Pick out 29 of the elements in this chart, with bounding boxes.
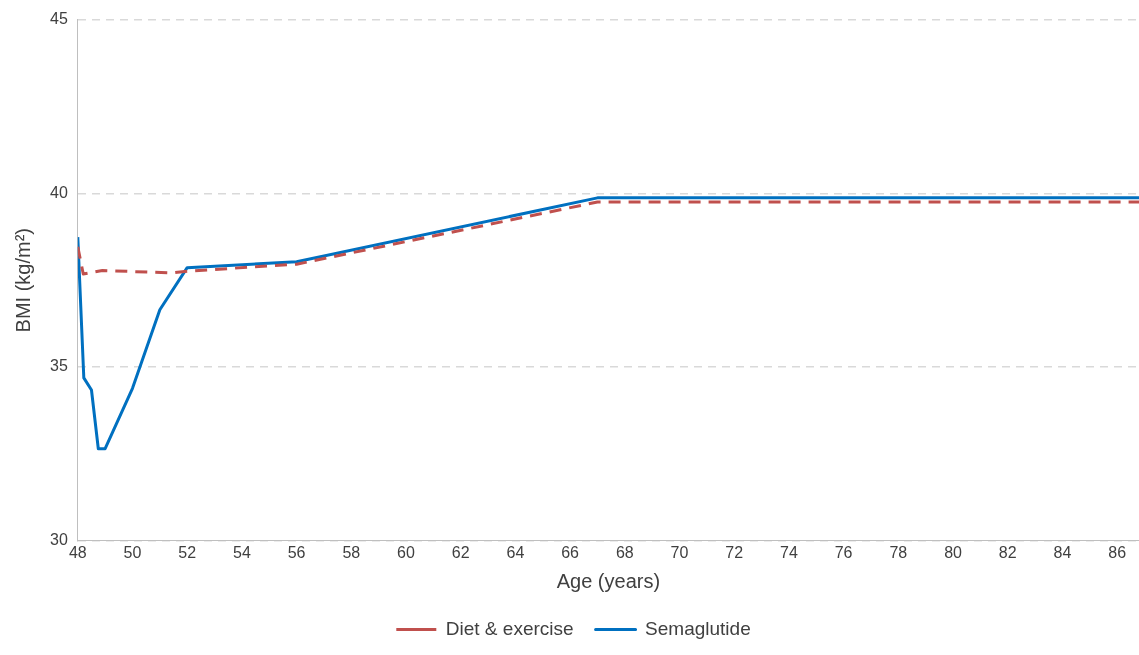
x-tick-label: 66 — [561, 543, 580, 561]
x-tick-label: 78 — [889, 543, 908, 561]
x-tick-label: 84 — [1053, 543, 1072, 561]
y-tick-label: 40 — [50, 183, 68, 201]
x-tick-label: 86 — [1108, 543, 1127, 561]
x-tick-label: 74 — [780, 543, 798, 561]
x-tick-label: 60 — [397, 543, 415, 561]
x-tick-label: 72 — [725, 543, 744, 561]
y-tick-label: 35 — [50, 357, 68, 375]
x-tick-label: 56 — [287, 543, 306, 561]
x-tick-label: 82 — [998, 543, 1017, 561]
x-tick-label: 50 — [123, 543, 142, 561]
x-tick-label: 62 — [451, 543, 470, 561]
x-axis-title: Age (years) — [556, 569, 661, 592]
x-tick-label: 58 — [342, 543, 361, 561]
x-tick-label: 80 — [944, 543, 963, 561]
x-tick-label: 54 — [233, 543, 251, 561]
legend-label: Diet & exercise — [445, 617, 574, 639]
x-tick-label: 68 — [615, 543, 634, 561]
x-tick-label: 64 — [506, 543, 525, 561]
x-tick-label: 70 — [670, 543, 689, 561]
x-tick-label: 52 — [178, 543, 197, 561]
line-series — [77, 200, 1139, 276]
y-tick-label: 30 — [50, 531, 68, 549]
x-tick-label: 48 — [68, 543, 87, 561]
legend-label: Semaglutide — [645, 617, 751, 639]
x-tick-label: 76 — [834, 543, 853, 561]
y-tick-label: 45 — [50, 10, 68, 28]
y-axis-title: BMI (kg/m²) — [11, 227, 34, 333]
